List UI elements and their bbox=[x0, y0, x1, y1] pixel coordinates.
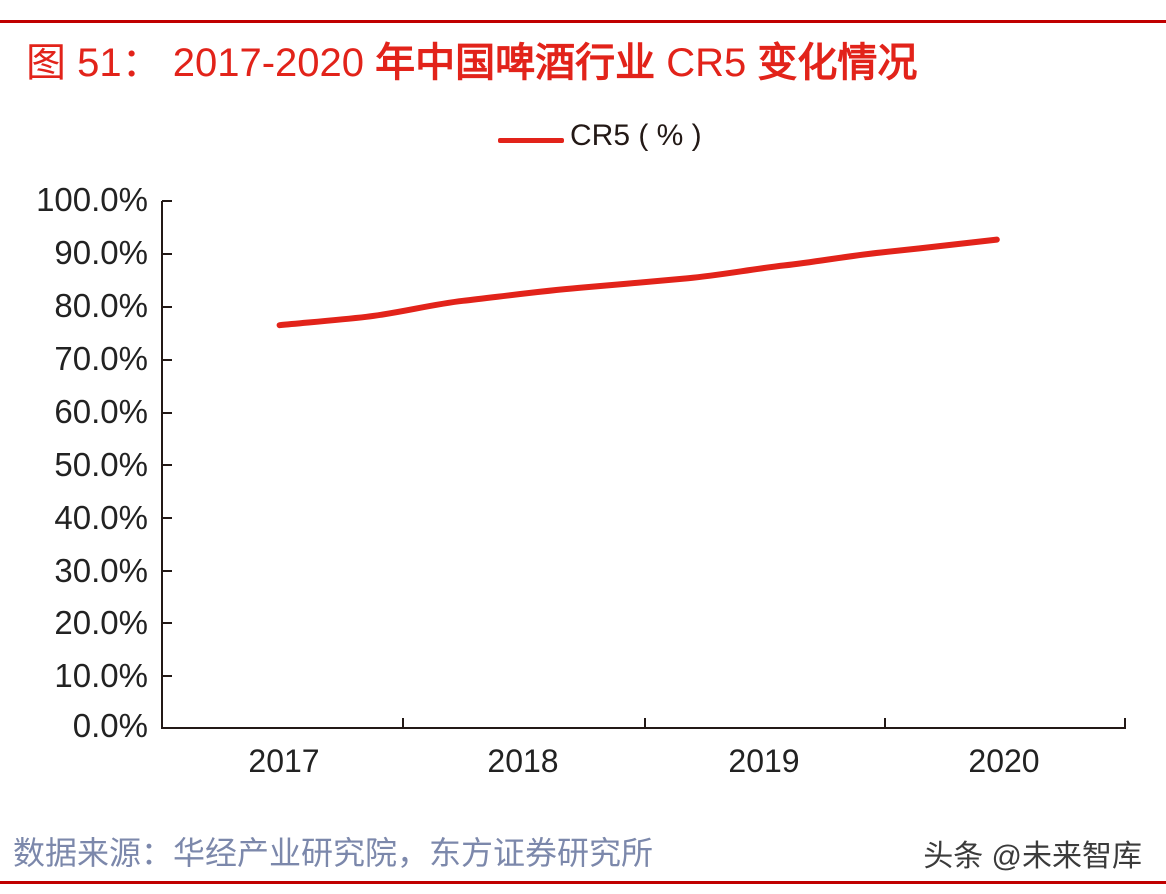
svg-text:2018: 2018 bbox=[487, 743, 558, 779]
svg-text:70.0%: 70.0% bbox=[54, 340, 148, 377]
svg-text:20.0%: 20.0% bbox=[54, 604, 148, 641]
svg-text:100.0%: 100.0% bbox=[36, 181, 148, 218]
svg-text:0.0%: 0.0% bbox=[73, 707, 148, 744]
svg-text:30.0%: 30.0% bbox=[54, 552, 148, 589]
svg-text:2020: 2020 bbox=[968, 743, 1039, 779]
svg-text:60.0%: 60.0% bbox=[54, 393, 148, 430]
svg-text:2019: 2019 bbox=[728, 743, 799, 779]
svg-text:2017: 2017 bbox=[248, 743, 319, 779]
svg-text:80.0%: 80.0% bbox=[54, 287, 148, 324]
svg-text:50.0%: 50.0% bbox=[54, 446, 148, 483]
svg-text:90.0%: 90.0% bbox=[54, 234, 148, 271]
svg-text:10.0%: 10.0% bbox=[54, 657, 148, 694]
svg-text:40.0%: 40.0% bbox=[54, 499, 148, 536]
